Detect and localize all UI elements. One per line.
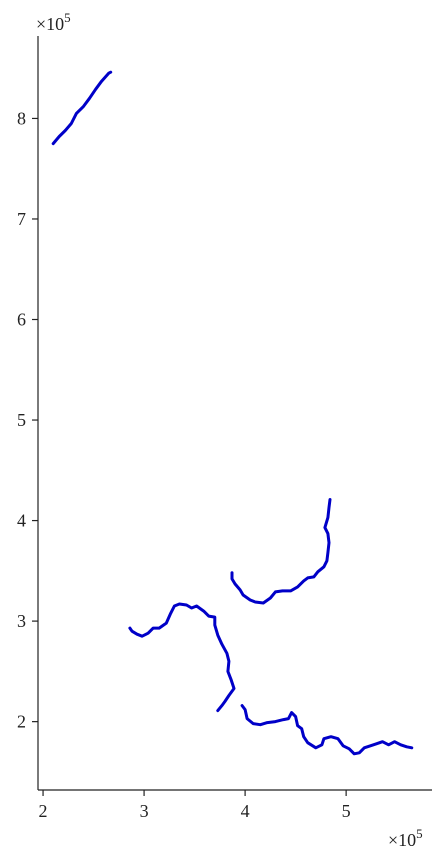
y-tick-label: 8: [17, 108, 26, 128]
x-tick-label: 3: [140, 801, 149, 821]
x-ticks: 2 3 4 5: [39, 790, 351, 821]
river-segment-2: [232, 500, 330, 604]
y-tick-label: 6: [17, 310, 26, 330]
y-tick-label: 2: [17, 712, 26, 732]
y-tick-label: 7: [17, 209, 26, 229]
series-group: [53, 72, 412, 754]
x-axis-exponent: ×105: [388, 826, 423, 850]
x-tick-label: 4: [241, 801, 250, 821]
y-tick-label: 5: [17, 410, 26, 430]
y-axis-exponent: ×105: [36, 10, 71, 34]
y-tick-label: 4: [17, 511, 26, 531]
river-segment-3: [130, 604, 234, 711]
y-tick-label: 3: [17, 611, 26, 631]
x-tick-label: 2: [39, 801, 48, 821]
river-segment-4: [242, 706, 412, 754]
y-ticks: 2 3 4 5 6 7 8: [17, 108, 38, 731]
river-segment-1: [53, 72, 110, 143]
x-tick-label: 5: [342, 801, 351, 821]
